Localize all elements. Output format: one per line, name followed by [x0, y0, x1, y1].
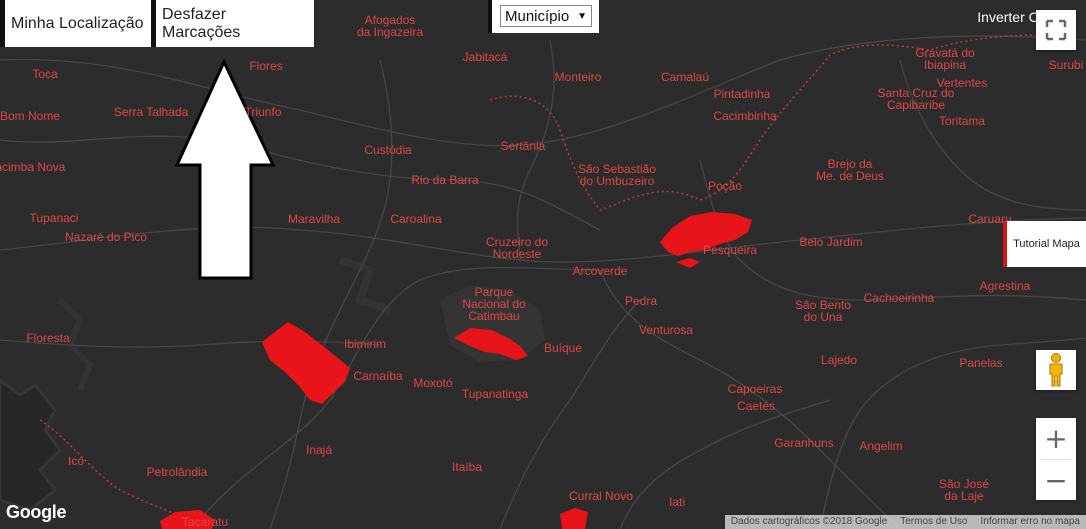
map-label: Toca — [32, 67, 58, 81]
zoom-divider — [1042, 459, 1070, 460]
map-label: Tupanaci — [29, 211, 79, 225]
report-error-link[interactable]: Informar erro no mapa — [973, 515, 1086, 529]
map-label: Buíque — [543, 341, 583, 355]
map-label: Nazaré do Pico — [64, 230, 148, 244]
map-label: Itaíba — [451, 460, 483, 474]
map-label: Garanhuns — [774, 436, 834, 450]
undo-marks-button[interactable]: Desfazer Marcações — [151, 0, 314, 47]
map-label: Gravatá do Ibiapina — [915, 46, 975, 72]
chevron-down-icon: ▼ — [577, 10, 587, 22]
terms-link[interactable]: Termos de Uso — [893, 515, 973, 529]
map-label: Cruzeiro do Nordeste — [485, 235, 549, 261]
map-label: Tacaratu — [181, 515, 229, 529]
map-label: Agrestina — [979, 279, 1031, 293]
map-label: Custódia — [364, 143, 412, 157]
map-attribution: Dados cartográficos ©2018 Google Termos … — [724, 515, 1086, 529]
map-label: Curral Novo — [568, 489, 634, 503]
map-label: Carnaíba — [353, 369, 403, 383]
map-label: Petrolândia — [146, 465, 208, 479]
map-label: Icó — [67, 454, 85, 468]
map-label: Belo Jardim — [799, 235, 863, 249]
map-label: Sertânia — [500, 139, 546, 153]
attribution-data: Dados cartográficos ©2018 Google — [730, 516, 888, 527]
map-label: Monteiro — [554, 70, 602, 84]
map-label: Caetés — [736, 399, 776, 413]
municipality-select[interactable]: Município ▼ — [500, 5, 592, 27]
map-label: Camalaú — [660, 70, 710, 84]
map-label: Lajedo — [820, 353, 858, 367]
municipality-control: Município ▼ — [488, 0, 599, 33]
my-location-label: Minha Localização — [11, 14, 144, 32]
map-label: Vertentes — [936, 76, 988, 90]
map-label: Rio da Barra — [411, 173, 479, 187]
map-label: Brejo da Me. de Deus — [815, 157, 885, 183]
map-label: Floresta — [26, 331, 70, 345]
tutorial-button[interactable]: Tutorial Mapa — [1003, 221, 1086, 267]
map-label: Arcoverde — [572, 264, 628, 278]
map-label: Capoeiras — [727, 382, 783, 396]
map-label: Cachoeirinha — [863, 291, 935, 305]
map-label: Parque Nacional do Catimbau — [462, 285, 526, 323]
map-label: Cacimba Nova — [0, 160, 66, 174]
map-label: Pedra — [624, 294, 658, 308]
map-label: São Bento do Una — [794, 298, 852, 324]
map-label: Tupanatinga — [461, 387, 529, 401]
map-label: Iati — [668, 495, 686, 509]
map-label: Angelim — [859, 439, 903, 453]
map-label: Caruaru — [968, 212, 1012, 226]
fullscreen-button[interactable] — [1036, 10, 1076, 50]
fullscreen-icon — [1045, 19, 1067, 41]
map-label: Serra Talhada — [113, 105, 189, 119]
map-label: Moxotó — [413, 376, 453, 390]
zoom-in-button[interactable]: + — [1044, 422, 1068, 455]
map-label: Pintadinha — [713, 87, 771, 101]
map-label: Triunfo — [244, 105, 282, 119]
map-label: Maravilha — [287, 212, 341, 226]
map-label: Santa Cruz do Capibaribe — [877, 86, 955, 112]
map-label: Afogados da Ingazeira — [356, 13, 424, 39]
map-label: Panelas — [959, 356, 1003, 370]
street-view-pegman[interactable] — [1036, 350, 1076, 390]
zoom-out-button[interactable]: − — [1044, 464, 1068, 497]
undo-marks-label: Desfazer Marcações — [162, 5, 241, 41]
municipality-select-value: Município — [505, 7, 570, 25]
map-label: Caroalina — [390, 212, 442, 226]
zoom-control: + − — [1036, 418, 1076, 500]
map-label: São José da Laje — [938, 477, 990, 503]
map-label: Cacimbinha — [713, 109, 777, 123]
google-logo: Google — [6, 502, 67, 522]
map-label: Toritama — [938, 114, 986, 128]
map-label: Flores — [249, 59, 283, 73]
map-label: Inajá — [305, 443, 333, 457]
pegman-icon — [1049, 353, 1063, 387]
map-label: Venturosa — [638, 323, 694, 337]
map-label: São Sebastião do Umbuzeiro — [577, 162, 657, 188]
map-label: Ibimirim — [344, 337, 386, 351]
map-label: Jabitacá — [462, 50, 508, 64]
my-location-button[interactable]: Minha Localização — [0, 0, 151, 47]
map-label: Surubi — [1048, 58, 1084, 72]
map-label: Pesqueira — [702, 243, 758, 257]
map-label: Bom Nome — [0, 109, 61, 123]
map-label: Poção — [707, 179, 743, 193]
